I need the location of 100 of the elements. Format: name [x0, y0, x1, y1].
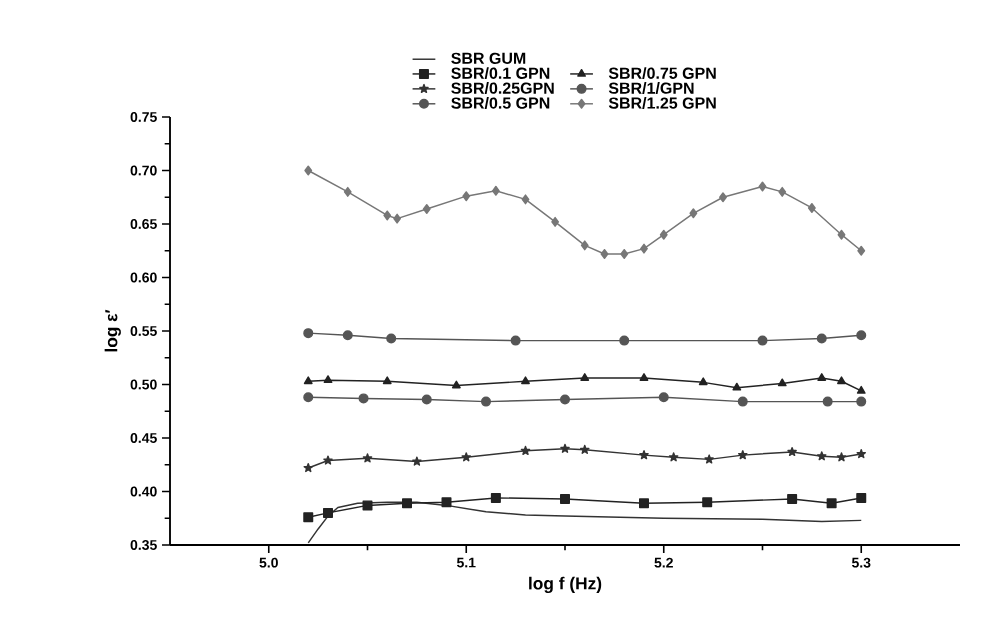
point [777, 378, 787, 387]
legend-label: SBR/0.1 GPN [451, 67, 550, 80]
point [560, 443, 570, 453]
point [837, 376, 846, 385]
point [787, 493, 798, 504]
legend-label: SBR/0.25GPN [451, 82, 554, 94]
point [559, 394, 571, 405]
x-tick-label: 5.1 [456, 557, 476, 568]
point [383, 210, 392, 221]
y-tick-label: 0.55 [130, 326, 157, 336]
point [837, 229, 846, 240]
point [303, 512, 314, 523]
y-tick-label: 0.40 [130, 486, 157, 497]
point [303, 462, 314, 473]
point [303, 328, 314, 339]
point [412, 456, 422, 466]
x-axis-title: log f (Hz) [529, 576, 602, 594]
point [491, 185, 500, 196]
point [817, 373, 827, 381]
point [787, 446, 797, 457]
point [856, 330, 867, 341]
point [551, 216, 560, 227]
point [719, 192, 727, 203]
point [559, 493, 571, 504]
y-tick-label: 0.70 [130, 165, 157, 176]
y-tick-label: 0.65 [130, 219, 157, 229]
point [704, 454, 714, 464]
point [490, 492, 501, 503]
y-tick-label: 0.45 [130, 433, 157, 443]
point [362, 500, 373, 511]
point [639, 450, 649, 460]
point [689, 208, 698, 219]
point [461, 452, 472, 462]
point [451, 380, 461, 389]
point [386, 333, 397, 344]
point [826, 498, 837, 509]
point [358, 393, 369, 404]
y-tick-label: 0.35 [130, 540, 157, 550]
point [323, 507, 334, 518]
y-tick-label: 0.60 [130, 272, 157, 283]
point [778, 186, 787, 197]
legend-label: SBR/0.5 GPN [451, 97, 550, 109]
point [323, 375, 333, 384]
point [620, 248, 629, 259]
point [521, 194, 530, 205]
x-tick-label: 5.0 [259, 557, 278, 568]
point [342, 330, 353, 341]
point [658, 392, 669, 403]
y-tick-label: 0.50 [130, 379, 157, 390]
point [580, 373, 590, 381]
x-tick-label: 5.2 [654, 557, 673, 568]
point [510, 335, 521, 346]
point [362, 453, 373, 463]
point [822, 396, 833, 407]
point [856, 492, 867, 503]
point [737, 450, 748, 460]
legend-label: SBR/1/GPN [608, 82, 694, 94]
point [638, 498, 649, 509]
point [304, 165, 313, 176]
point [401, 498, 413, 509]
point [323, 455, 333, 465]
point [393, 213, 402, 224]
point [579, 444, 590, 454]
point [303, 392, 314, 403]
point [640, 243, 648, 254]
point [639, 373, 649, 381]
point [816, 333, 827, 344]
point [520, 445, 531, 456]
point [343, 186, 352, 197]
point [659, 229, 668, 240]
point [619, 335, 630, 346]
point [856, 385, 866, 394]
point [668, 452, 679, 462]
point [521, 376, 530, 385]
y-axis-title: log ε′ [104, 309, 121, 352]
point [857, 245, 866, 256]
point [600, 248, 609, 259]
point [758, 181, 767, 192]
point [856, 449, 867, 459]
point [698, 377, 708, 386]
point [480, 396, 492, 407]
point [580, 240, 589, 251]
legend-label: SBR GUM [451, 52, 526, 64]
legend-label: SBR/0.75 GPN [608, 67, 716, 80]
y-tick-label: 0.75 [130, 112, 157, 122]
point [807, 202, 816, 213]
point [422, 204, 431, 215]
point [462, 191, 471, 202]
point [757, 335, 768, 346]
point [836, 452, 847, 462]
point [382, 376, 392, 385]
point [702, 497, 713, 508]
legend-label: SBR/1.25 GPN [608, 97, 716, 109]
point [421, 394, 432, 405]
point [303, 376, 313, 385]
point [816, 451, 827, 461]
x-tick-label: 5.3 [851, 557, 871, 568]
point [441, 497, 452, 508]
point [732, 382, 742, 391]
point [737, 396, 748, 407]
